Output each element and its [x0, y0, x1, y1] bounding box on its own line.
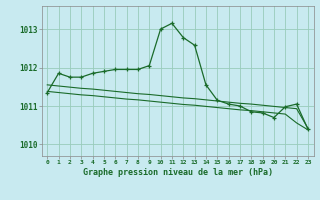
X-axis label: Graphe pression niveau de la mer (hPa): Graphe pression niveau de la mer (hPa)	[83, 168, 273, 177]
